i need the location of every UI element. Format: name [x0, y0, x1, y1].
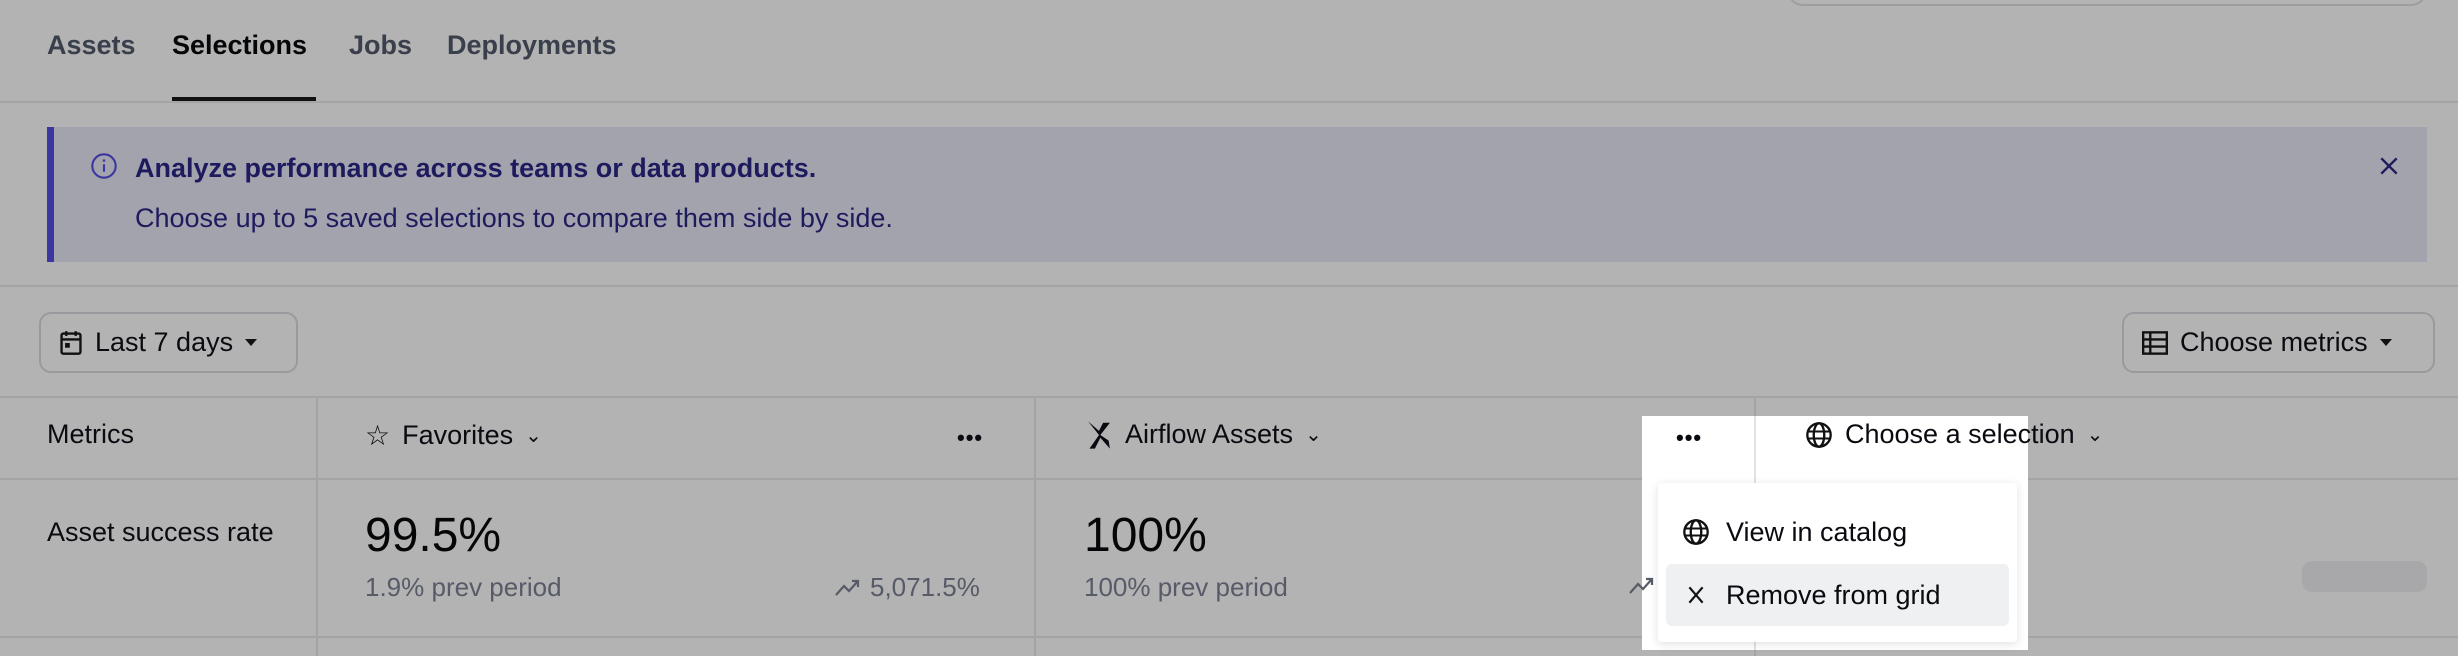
calendar-icon	[60, 330, 82, 355]
column-header-choose-selection[interactable]: Choose a selection ⌄	[1805, 419, 2103, 450]
globe-icon	[1683, 519, 1709, 545]
grid-top-border	[0, 396, 2458, 398]
metrics-header: Metrics	[47, 419, 134, 449]
loading-skeleton	[2302, 561, 2427, 592]
caret-down-icon	[245, 339, 258, 346]
trend-up-icon	[1629, 577, 1654, 594]
close-icon[interactable]	[2378, 155, 2400, 177]
column-options-menu: View in catalog Remove from grid	[1658, 483, 2017, 642]
top-popover-edge	[1787, 0, 2427, 6]
caret-down-icon	[2379, 339, 2392, 346]
menu-item-remove-from-grid[interactable]: Remove from grid	[1666, 564, 2009, 626]
column-header-airflow-assets[interactable]: Airflow Assets ⌄	[1085, 419, 1322, 450]
choose-metrics-label: Choose metrics	[2180, 327, 2368, 357]
more-options-button[interactable]: •••	[1676, 425, 1703, 450]
tab-deployments[interactable]: Deployments	[447, 30, 617, 60]
trend-up-icon	[835, 579, 860, 596]
chevron-down-icon: ⌄	[525, 425, 542, 447]
divider	[0, 285, 2458, 287]
tab-jobs[interactable]: Jobs	[349, 30, 413, 60]
info-banner: Analyze performance across teams or data…	[47, 127, 2427, 262]
grid-row-border	[0, 636, 2458, 638]
column-divider	[1034, 397, 1036, 656]
prev-period: 100% prev period	[1084, 572, 1288, 602]
airflow-icon	[1088, 420, 1110, 449]
date-range-label: Last 7 days	[95, 327, 234, 357]
menu-item-label: Remove from grid	[1726, 579, 1941, 610]
column-name: Choose a selection	[1845, 419, 2075, 449]
metric-value: 100%	[1084, 509, 1207, 562]
more-options-button[interactable]: •••	[957, 425, 984, 450]
date-range-button[interactable]: Last 7 days	[39, 312, 298, 373]
grid-header-border	[0, 478, 2458, 480]
divider	[0, 101, 2458, 103]
menu-item-label: View in catalog	[1726, 516, 1908, 547]
info-icon	[91, 153, 117, 179]
metric-value: 99.5%	[365, 509, 502, 562]
globe-icon	[1806, 421, 1832, 448]
tab-selections[interactable]: Selections	[172, 30, 308, 60]
change-indicator: 5,071.5%	[834, 572, 980, 603]
chevron-down-icon: ⌄	[2086, 424, 2104, 446]
star-icon: ☆	[365, 420, 391, 451]
active-tab-indicator	[172, 97, 316, 101]
column-header-favorites[interactable]: ☆ Favorites ⌄	[365, 419, 542, 452]
column-name: Airflow Assets	[1125, 419, 1294, 449]
choose-metrics-button[interactable]: Choose metrics	[2122, 312, 2435, 373]
prev-period: 1.9% prev period	[365, 572, 562, 602]
menu-item-view-in-catalog[interactable]: View in catalog	[1666, 501, 2009, 563]
banner-body: Choose up to 5 saved selections to compa…	[135, 203, 893, 233]
close-icon	[1688, 586, 1704, 604]
metric-label: Asset success rate	[47, 517, 274, 547]
tab-assets[interactable]: Assets	[47, 30, 136, 60]
table-icon	[2142, 330, 2168, 355]
column-name: Favorites	[402, 420, 514, 450]
column-divider	[316, 397, 318, 656]
banner-title: Analyze performance across teams or data…	[135, 153, 817, 183]
chevron-down-icon: ⌄	[1305, 424, 1322, 446]
change-value: 5,071.5%	[870, 572, 980, 602]
